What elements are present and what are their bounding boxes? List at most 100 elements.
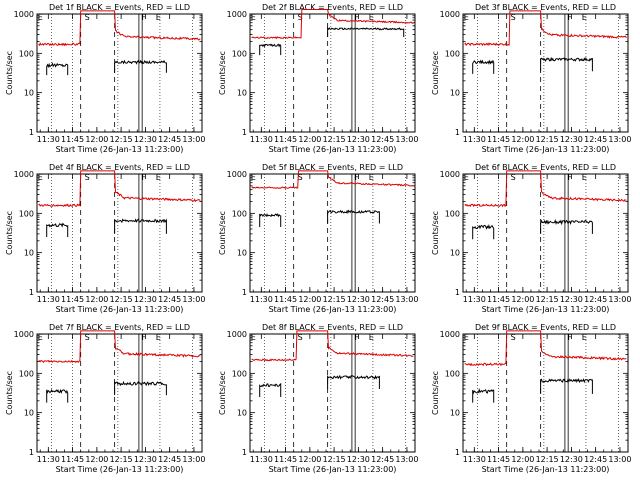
x-tick-label: 12:30 (560, 135, 583, 144)
y-tick-label: 100 (19, 49, 34, 58)
segment-marker-label: S (511, 173, 516, 182)
segment-marker-label: E (582, 13, 587, 22)
y-tick-label: 1 (29, 288, 34, 297)
x-tick-label: 13:00 (608, 135, 631, 144)
x-tick-label: 13:00 (182, 135, 205, 144)
plot-frame (249, 333, 416, 453)
y-tick-label: 100 (445, 369, 460, 378)
x-tick-label: 12:15 (110, 295, 133, 304)
chart-svg: Det 1f BLACK = Events, RED = LLD 1 10 100 10… (5, 3, 205, 154)
chart-title: Det 9f BLACK = Events, RED = LLD (475, 323, 616, 332)
plot-frame (462, 333, 629, 453)
series-lld-line (38, 10, 201, 47)
segment-marker-label: F (141, 333, 146, 342)
x-tick-label: 12:30 (134, 295, 157, 304)
y-tick-label: 1000 (14, 330, 34, 339)
x-axis-label: Start Time (26-Jan-13 11:23:00) (269, 145, 397, 154)
x-tick-label: 11:45 (487, 455, 510, 464)
y-tick-label: 1 (455, 128, 460, 137)
segment-marker-label: S (511, 333, 516, 342)
plot-frame (249, 13, 416, 133)
x-tick-label: 12:15 (536, 295, 559, 304)
x-tick-label: 12:15 (110, 455, 133, 464)
x-tick-label: 12:30 (134, 455, 157, 464)
x-axis-label: Start Time (26-Jan-13 11:23:00) (56, 305, 184, 314)
segment-marker-label: E (156, 13, 161, 22)
detector-panel-7: Det 7f BLACK = Events, RED = LLD 1 10 100 10… (0, 320, 213, 480)
y-axis-label: Counts/sec (431, 371, 440, 415)
y-tick-label: 10 (450, 89, 460, 98)
y-tick-label: 10 (24, 89, 34, 98)
x-tick-label: 11:30 (250, 455, 273, 464)
segment-marker-label: F (567, 333, 572, 342)
chart-svg: Det 6f BLACK = Events, RED = LLD 1 10 100 10… (431, 163, 631, 314)
chart-title: Det 2f BLACK = Events, RED = LLD (262, 3, 403, 12)
segment-marker-label: E (369, 333, 374, 342)
x-tick-label: 11:45 (274, 455, 297, 464)
x-tick-label: 12:15 (110, 135, 133, 144)
segment-marker-label: S (298, 173, 303, 182)
x-tick-label: 12:15 (323, 135, 346, 144)
series-events-line (472, 224, 495, 240)
y-tick-label: 1000 (227, 10, 247, 19)
y-tick-label: 1 (29, 128, 34, 137)
y-tick-label: 1000 (440, 170, 460, 179)
detector-panel-2: Det 2f BLACK = Events, RED = LLD 1 10 100 10… (213, 0, 426, 160)
x-tick-label: 12:45 (158, 295, 181, 304)
series-events-line (46, 388, 69, 403)
segment-marker-label: F (567, 13, 572, 22)
detector-panel-5: Det 5f BLACK = Events, RED = LLD 1 10 100 10… (213, 160, 426, 320)
segment-marker-label: S (298, 333, 303, 342)
x-tick-label: 12:15 (536, 455, 559, 464)
y-axis-label: Counts/sec (5, 371, 14, 415)
segment-marker-label: F (141, 173, 146, 182)
x-axis-label: Start Time (26-Jan-13 11:23:00) (482, 145, 610, 154)
x-tick-label: 12:30 (560, 455, 583, 464)
y-axis-label: Counts/sec (218, 211, 227, 255)
plot-frame (36, 13, 203, 133)
plot-frame (36, 173, 203, 293)
segment-marker-label: E (251, 173, 256, 182)
segment-marker-label: E (464, 173, 469, 182)
y-tick-label: 100 (19, 209, 34, 218)
x-tick-label: 12:00 (511, 295, 534, 304)
y-tick-label: 10 (24, 249, 34, 258)
segment-marker-label: E (38, 333, 43, 342)
segment-marker-label: E (251, 13, 256, 22)
chart-svg: Det 4f BLACK = Events, RED = LLD 1 10 100 10… (5, 163, 205, 314)
y-axis-label: Counts/sec (218, 51, 227, 95)
x-tick-label: 12:45 (584, 455, 607, 464)
x-tick-label: 13:00 (182, 295, 205, 304)
y-tick-label: 100 (445, 49, 460, 58)
chart-title: Det 5f BLACK = Events, RED = LLD (262, 163, 403, 172)
y-axis-label: Counts/sec (5, 211, 14, 255)
segment-marker-label: E (251, 333, 256, 342)
x-tick-label: 13:00 (182, 455, 205, 464)
x-tick-label: 12:00 (85, 295, 108, 304)
x-tick-label: 12:00 (85, 135, 108, 144)
x-tick-label: 11:45 (274, 135, 297, 144)
x-tick-label: 13:00 (395, 455, 418, 464)
segment-marker-label: E (582, 173, 587, 182)
y-tick-label: 1000 (440, 10, 460, 19)
y-tick-label: 10 (237, 249, 247, 258)
y-tick-label: 100 (19, 369, 34, 378)
series-lld-line (251, 170, 414, 189)
series-events-line (327, 209, 380, 224)
y-axis-label: Counts/sec (218, 371, 227, 415)
detector-panel-4: Det 4f BLACK = Events, RED = LLD 1 10 100 10… (0, 160, 213, 320)
x-tick-label: 11:45 (61, 135, 84, 144)
segment-marker-label: S (511, 13, 516, 22)
series-events-line (327, 26, 405, 37)
x-tick-label: 12:00 (298, 295, 321, 304)
segment-marker-label: E (38, 13, 43, 22)
series-lld-line (464, 330, 627, 367)
segment-marker-label: E (464, 13, 469, 22)
x-tick-label: 13:00 (395, 295, 418, 304)
x-tick-label: 12:15 (323, 295, 346, 304)
x-tick-label: 12:45 (584, 135, 607, 144)
x-axis-label: Start Time (26-Jan-13 11:23:00) (482, 305, 610, 314)
segment-marker-label: E (156, 333, 161, 342)
x-tick-label: 12:30 (560, 295, 583, 304)
